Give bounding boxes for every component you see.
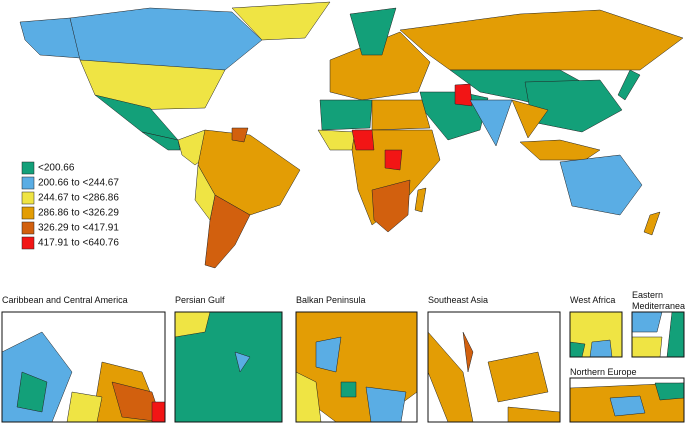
country-region (231, 127, 249, 143)
country-region (454, 83, 473, 107)
country-region (231, 1, 331, 41)
legend-swatch (21, 176, 35, 190)
country-region (296, 371, 322, 422)
legend-label: 286.86 to <326.29 (38, 208, 119, 219)
inset-frame (295, 311, 418, 423)
country-region (319, 99, 373, 131)
country-region (194, 164, 216, 221)
country-region (317, 129, 356, 151)
legend-label: 417.91 to <640.76 (38, 238, 119, 249)
country-region (234, 351, 251, 373)
inset-map (570, 312, 622, 357)
legend-swatch (21, 161, 35, 175)
country-region (519, 139, 601, 161)
inset-frame (1, 311, 166, 423)
country-region (175, 312, 282, 422)
country-region (666, 312, 684, 357)
inset-map (175, 312, 282, 422)
country-region (66, 391, 103, 422)
country-region (351, 129, 375, 151)
country-region (654, 382, 684, 401)
country-region (141, 131, 181, 151)
legend-swatch (21, 221, 35, 235)
inset-map (632, 312, 684, 357)
inset-title: Northern Europe (570, 367, 637, 377)
country-region (315, 336, 342, 373)
country-region (487, 351, 549, 403)
inset-title: Caribbean and Central America (2, 295, 128, 305)
country-region (589, 339, 613, 357)
country-region (643, 211, 661, 236)
country-region (469, 99, 513, 147)
legend-label: 244.67 to <286.86 (38, 193, 119, 204)
country-region (340, 381, 357, 398)
legend-label: 200.66 to <244.67 (38, 178, 119, 189)
country-region (414, 187, 427, 213)
country-region (524, 79, 623, 133)
world-map (19, 1, 684, 269)
inset-map (570, 382, 684, 422)
inset-title: Southeast Asia (428, 295, 489, 305)
country-region (384, 149, 403, 171)
inset-map (2, 331, 165, 422)
inset-title: Persian Gulf (175, 295, 225, 305)
country-region (428, 331, 474, 422)
legend-label: <200.66 (38, 163, 75, 174)
country-region (371, 99, 431, 131)
inset-map (296, 312, 417, 422)
country-region (19, 17, 81, 59)
country-region (79, 59, 226, 111)
country-region (632, 336, 663, 357)
country-region (570, 341, 586, 357)
inset-frame (569, 311, 623, 358)
country-region (365, 386, 407, 422)
legend-swatch (21, 191, 35, 205)
country-region (617, 69, 641, 101)
inset-title: Eastern Mediterranean (632, 290, 685, 311)
legend-swatch (21, 236, 35, 250)
inset-title: Balkan Peninsula (296, 295, 366, 305)
country-region (175, 312, 211, 338)
country-region (399, 9, 684, 71)
country-region (371, 179, 411, 233)
inset-frame (569, 377, 685, 423)
country-region (609, 395, 646, 417)
inset-frame (174, 311, 283, 423)
legend-label: 326.29 to <417.91 (38, 223, 119, 234)
country-region (69, 7, 263, 71)
inset-frame (427, 311, 561, 423)
country-region (462, 331, 474, 373)
inset-title: West Africa (570, 295, 616, 305)
inset-map (428, 331, 560, 422)
country-region (329, 31, 431, 101)
inset-frame (631, 311, 685, 358)
legend-swatch (21, 206, 35, 220)
country-region (111, 381, 163, 422)
country-region (151, 401, 165, 422)
country-region (507, 406, 560, 422)
country-region (511, 99, 549, 139)
country-region (632, 312, 663, 333)
country-region (349, 7, 397, 56)
country-region (16, 371, 48, 413)
country-region (559, 154, 643, 216)
